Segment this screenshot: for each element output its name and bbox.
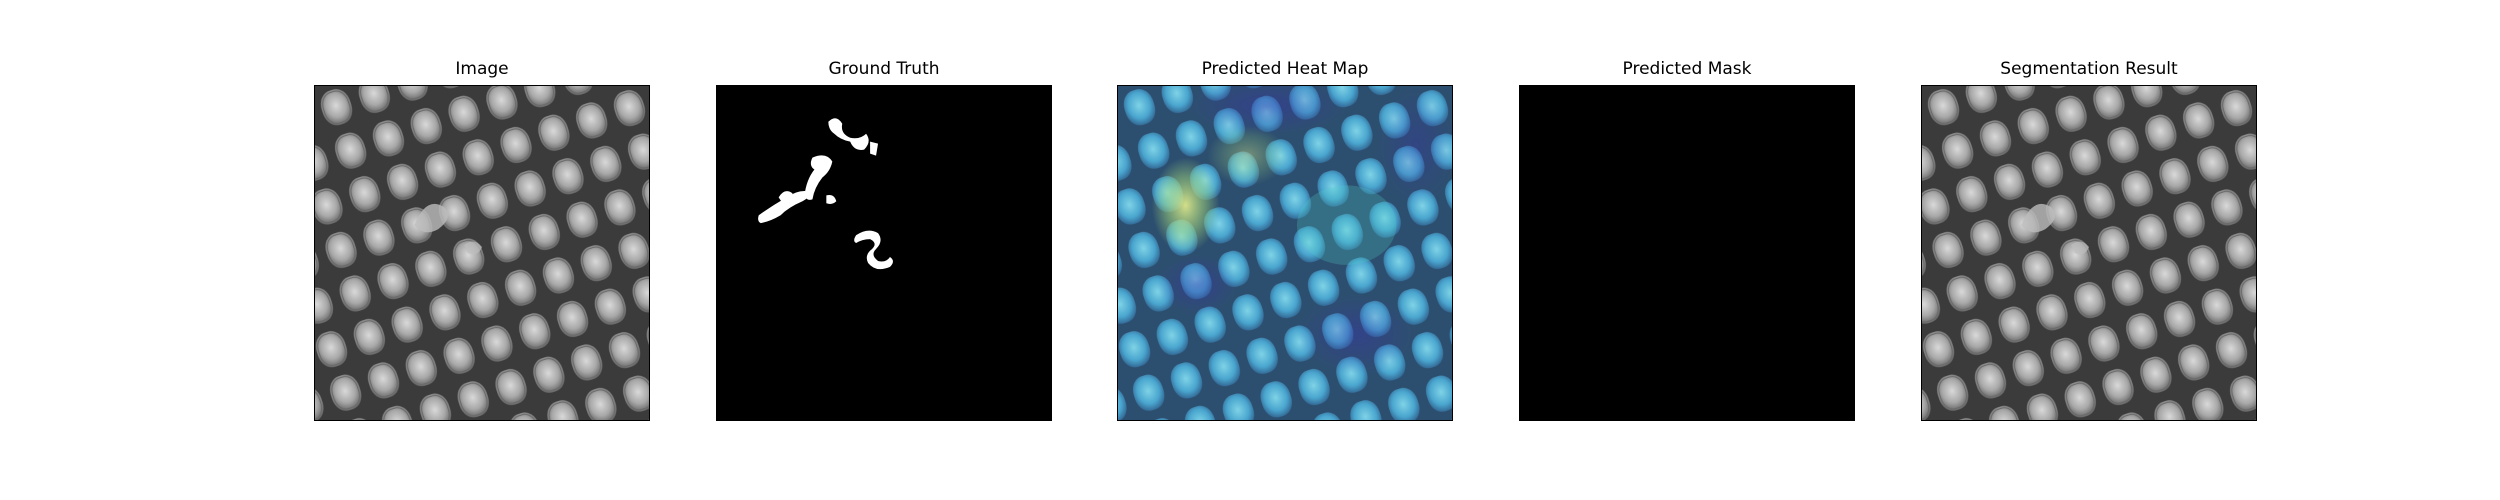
panel-title: Predicted Mask	[1622, 59, 1752, 79]
segmentation-result-image	[1922, 86, 2256, 420]
panel-title: Segmentation Result	[2000, 59, 2178, 79]
heat-map-overlay	[1118, 86, 1452, 420]
panel-title: Image	[455, 59, 509, 79]
segmentation-result-frame	[1921, 85, 2257, 421]
panel-segmentation-result: Segmentation Result	[1921, 0, 2257, 500]
panel-title: Predicted Heat Map	[1201, 59, 1369, 79]
panel-ground-truth: Ground Truth	[716, 0, 1052, 500]
panel-image: Image	[314, 0, 650, 500]
predicted-mask-frame	[1519, 85, 1855, 421]
heat-map-frame	[1117, 85, 1453, 421]
panel-heat-map: Predicted Heat Map	[1117, 0, 1453, 500]
ground-truth-mask	[717, 86, 1051, 420]
panel-predicted-mask: Predicted Mask	[1519, 0, 1855, 500]
image-frame	[314, 85, 650, 421]
panel-title: Ground Truth	[828, 59, 940, 79]
ground-truth-frame	[716, 85, 1052, 421]
mesh-texture-image	[315, 86, 649, 420]
